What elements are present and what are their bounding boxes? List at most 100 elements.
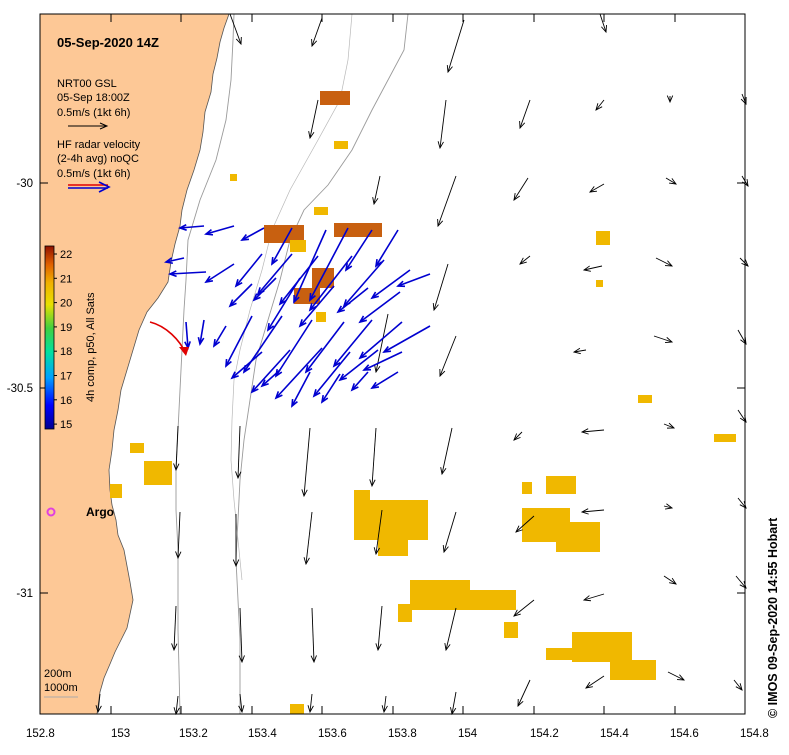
sst-patch (504, 622, 518, 638)
hf-legend-line1: HF radar velocity (57, 139, 141, 151)
hf-arrow (212, 325, 227, 348)
colorbar-label: 4h comp, p50, All Sats (85, 292, 97, 402)
gsl-current-arrows (95, 13, 749, 716)
gsl-arrow (582, 265, 603, 272)
gsl-arrow (515, 515, 535, 533)
gsl-legend: NRT00 GSL 05-Sep 18:00Z 0.5m/s (1kt 6h) (57, 78, 130, 130)
sst-patch (130, 443, 144, 453)
sst-patch (714, 434, 736, 442)
gsl-arrow (572, 347, 587, 355)
sst-patch (290, 704, 304, 714)
hf-arrow (338, 349, 379, 382)
gsl-arrow (444, 607, 457, 652)
x-axis-labels: 152.8 153 153.2 153.4 153.6 153.8 154 154.2 154.… (26, 728, 769, 740)
gsl-arrow (513, 177, 529, 201)
sst-patch (334, 223, 382, 237)
hf-arrow (225, 315, 253, 368)
gsl-arrow (519, 255, 531, 265)
gsl-arrow (513, 431, 523, 441)
hf-arrow (266, 277, 301, 332)
hf-arrow (228, 283, 253, 308)
hf-arrow (204, 263, 235, 284)
gsl-arrow (517, 679, 531, 708)
gsl-arrow (311, 17, 323, 48)
gsl-legend-line1: NRT00 GSL (57, 78, 117, 90)
colorbar-tick-label: 19 (60, 322, 72, 334)
gsl-arrow (446, 19, 465, 74)
gsl-arrow (372, 175, 381, 206)
gsl-arrow (667, 671, 686, 681)
colorbar-tick-label: 15 (60, 419, 72, 431)
gsl-arrow (238, 607, 245, 664)
gsl-arrow (582, 593, 605, 602)
hf-legend-arrowhead-icon (98, 181, 111, 193)
x-tick-label: 152.8 (26, 728, 55, 740)
hf-legend-line2: (2-4h avg) noQC (57, 153, 139, 165)
hf-arrow (260, 369, 281, 388)
hf-legend: HF radar velocity (2-4h avg) noQC 0.5m/s… (57, 139, 141, 193)
sst-patch (410, 580, 470, 610)
sst-patch (466, 590, 516, 610)
sst-patch (398, 604, 412, 622)
x-tick-label: 154.8 (740, 728, 769, 740)
sst-patch (522, 482, 532, 494)
y-axis-labels: -30 -30.5 -31 (7, 178, 33, 600)
gsl-arrow (733, 679, 743, 691)
gsl-arrow (229, 13, 242, 46)
gsl-arrow (655, 257, 674, 267)
depth-legend: 200m 1000m (44, 668, 78, 698)
sst-patch (572, 632, 632, 662)
gsl-legend-line2: 05-Sep 18:00Z (57, 92, 130, 104)
sst-patch (320, 91, 350, 105)
hf-arrow (240, 227, 265, 241)
gsl-arrow (666, 95, 674, 104)
hf-arrow (177, 224, 205, 231)
hf-arrow (370, 371, 399, 390)
hf-arrow (382, 325, 431, 354)
hf-arrow (230, 351, 263, 380)
hf-arrow (332, 319, 373, 368)
hf-arrow (274, 319, 313, 378)
hf-arrow (304, 321, 345, 374)
sst-patch (546, 648, 576, 660)
hf-arrow (358, 291, 401, 324)
sst-patch (596, 280, 603, 287)
gsl-arrow (663, 422, 676, 429)
sst-patch (144, 461, 172, 485)
contour-1000m-inner (230, 13, 353, 581)
gsl-arrow (369, 427, 377, 488)
sst-patch (638, 395, 652, 403)
hf-arrow (308, 255, 353, 312)
gsl-arrow (303, 511, 313, 566)
hf-arrow (204, 225, 235, 236)
x-tick-label: 153 (111, 728, 130, 740)
gsl-arrow (381, 695, 388, 714)
contour-1000m (235, 13, 409, 714)
hf-arrow (252, 277, 277, 302)
sst-patch (290, 240, 306, 252)
colorbar-tick-label: 18 (60, 346, 72, 358)
hf-arrow (167, 270, 207, 278)
y-tick-label: -31 (16, 588, 33, 600)
colorbar-tick-label: 22 (60, 249, 72, 261)
hf-arrow (250, 349, 291, 394)
sst-patch (378, 540, 408, 556)
colorbar-tick-label: 16 (60, 395, 72, 407)
x-tick-label: 154.6 (670, 728, 699, 740)
gsl-arrow (588, 183, 605, 193)
sst-patch (230, 174, 237, 181)
sst-patch (312, 268, 334, 288)
hf-radar-arrows (163, 224, 431, 408)
hf-arrow (309, 227, 349, 302)
sst-patch (314, 207, 328, 215)
x-tick-label: 153.4 (248, 728, 277, 740)
hf-arrow (344, 229, 373, 272)
gsl-arrow (310, 607, 317, 664)
hf-legend-line3: 0.5m/s (1kt 6h) (57, 168, 130, 180)
gsl-arrow (595, 99, 605, 111)
hf-arrow (350, 371, 369, 392)
map-title: 05-Sep-2020 14Z (57, 35, 159, 50)
hf-arrow (234, 253, 263, 288)
gsl-arrow (173, 425, 180, 472)
hf-arrow (374, 229, 399, 268)
